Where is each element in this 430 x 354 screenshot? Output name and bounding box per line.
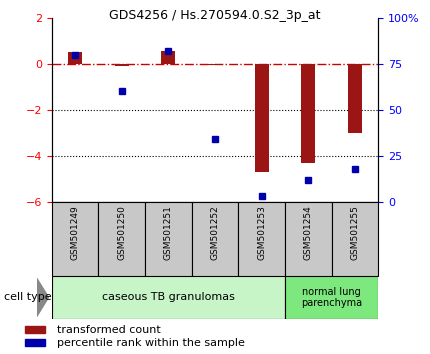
Bar (145, 202, 192, 276)
Bar (68, 52, 82, 64)
Text: GSM501253: GSM501253 (257, 205, 266, 261)
Text: GSM501249: GSM501249 (71, 205, 80, 260)
Text: cell type: cell type (4, 292, 52, 302)
Text: GSM501250: GSM501250 (117, 205, 126, 261)
Bar (161, 51, 175, 64)
Text: percentile rank within the sample: percentile rank within the sample (57, 337, 245, 348)
Text: GSM501252: GSM501252 (211, 205, 219, 260)
Polygon shape (37, 278, 49, 317)
Bar (98, 202, 145, 276)
Bar (208, 64, 222, 65)
Bar (25, 339, 45, 346)
Bar (301, 64, 315, 163)
Text: normal lung
parenchyma: normal lung parenchyma (301, 286, 362, 308)
Bar (348, 64, 362, 133)
Bar (285, 276, 378, 319)
Text: GDS4256 / Hs.270594.0.S2_3p_at: GDS4256 / Hs.270594.0.S2_3p_at (109, 9, 321, 22)
Bar (115, 64, 129, 66)
Bar (255, 64, 269, 172)
Bar (52, 276, 285, 319)
Bar (238, 202, 285, 276)
Text: GSM501255: GSM501255 (350, 205, 359, 261)
Bar (192, 202, 238, 276)
Text: GSM501254: GSM501254 (304, 205, 313, 260)
Text: transformed count: transformed count (57, 325, 161, 335)
Bar (285, 202, 332, 276)
Bar (332, 202, 378, 276)
Bar (52, 202, 98, 276)
Text: caseous TB granulomas: caseous TB granulomas (102, 292, 235, 302)
Text: GSM501251: GSM501251 (164, 205, 173, 261)
Bar (25, 326, 45, 333)
